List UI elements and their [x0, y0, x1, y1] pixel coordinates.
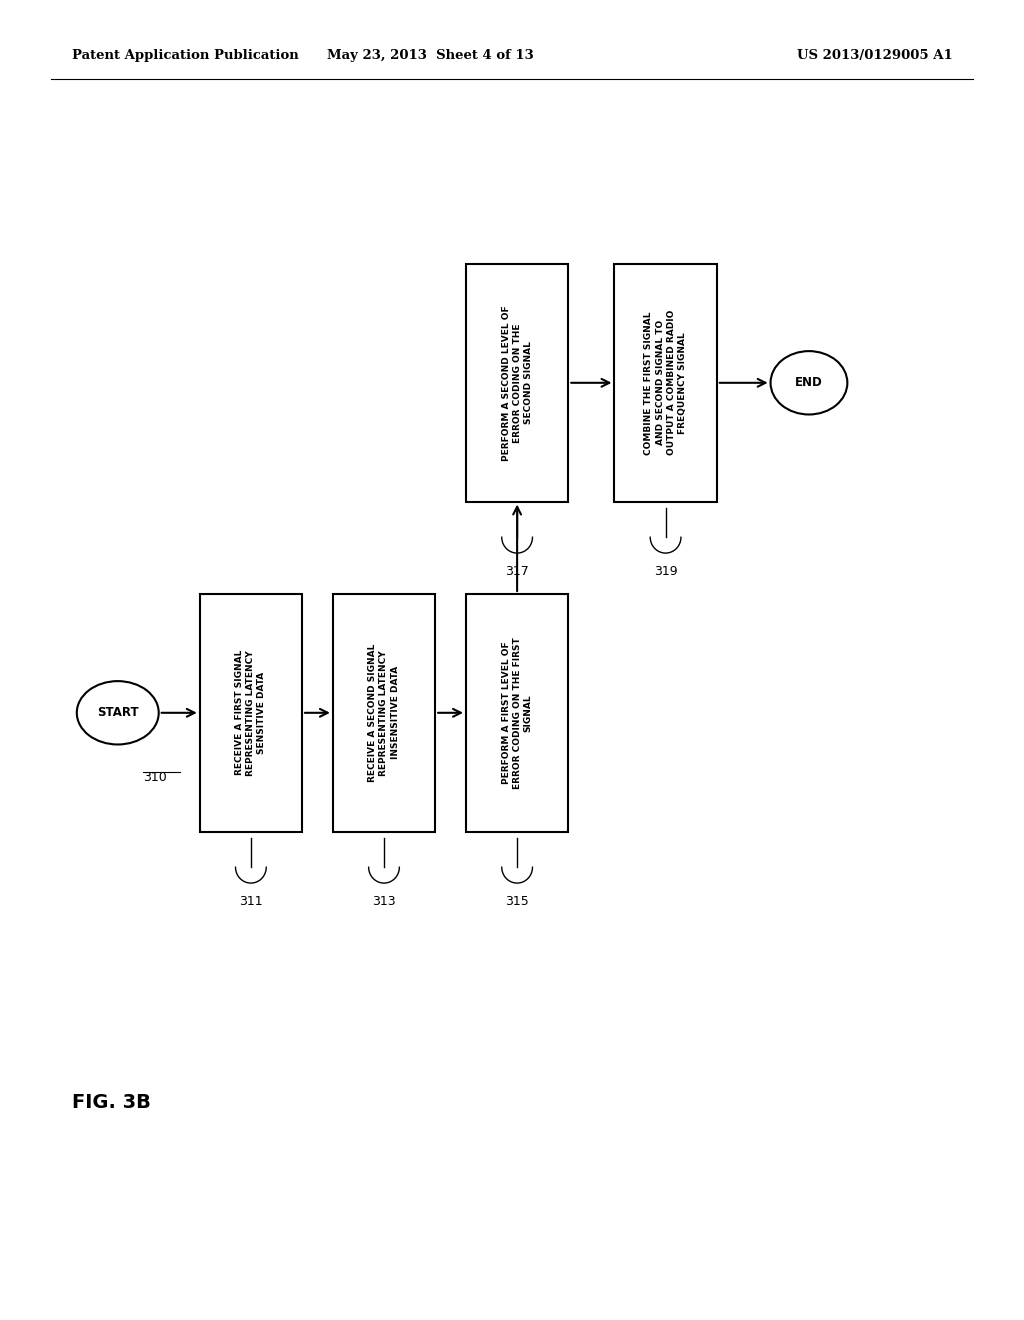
- Text: 317: 317: [505, 565, 529, 578]
- Text: 310: 310: [143, 771, 167, 784]
- Text: 319: 319: [653, 565, 678, 578]
- Text: FIG. 3B: FIG. 3B: [72, 1093, 151, 1111]
- Text: 315: 315: [505, 895, 529, 908]
- Text: RECEIVE A SECOND SIGNAL
REPRESENTING LATENCY
INSENSITIVE DATA: RECEIVE A SECOND SIGNAL REPRESENTING LAT…: [369, 644, 399, 781]
- Text: COMBINE THE FIRST SIGNAL
AND SECOND SIGNAL TO
OUTPUT A COMBINED RADIO
FREQUENCY : COMBINE THE FIRST SIGNAL AND SECOND SIGN…: [644, 310, 687, 455]
- Text: PERFORM A FIRST LEVEL OF
ERROR CODING ON THE FIRST
SIGNAL: PERFORM A FIRST LEVEL OF ERROR CODING ON…: [502, 638, 532, 788]
- Text: END: END: [795, 376, 823, 389]
- Text: START: START: [97, 706, 138, 719]
- Text: US 2013/0129005 A1: US 2013/0129005 A1: [797, 49, 952, 62]
- Text: RECEIVE A FIRST SIGNAL
REPRESENTING LATENCY
SENSITIVE DATA: RECEIVE A FIRST SIGNAL REPRESENTING LATE…: [236, 649, 266, 776]
- Text: Patent Application Publication: Patent Application Publication: [72, 49, 298, 62]
- Text: 313: 313: [372, 895, 396, 908]
- Text: PERFORM A SECOND LEVEL OF
ERROR CODING ON THE
SECOND SIGNAL: PERFORM A SECOND LEVEL OF ERROR CODING O…: [502, 305, 532, 461]
- Text: 311: 311: [239, 895, 263, 908]
- Text: May 23, 2013  Sheet 4 of 13: May 23, 2013 Sheet 4 of 13: [327, 49, 534, 62]
